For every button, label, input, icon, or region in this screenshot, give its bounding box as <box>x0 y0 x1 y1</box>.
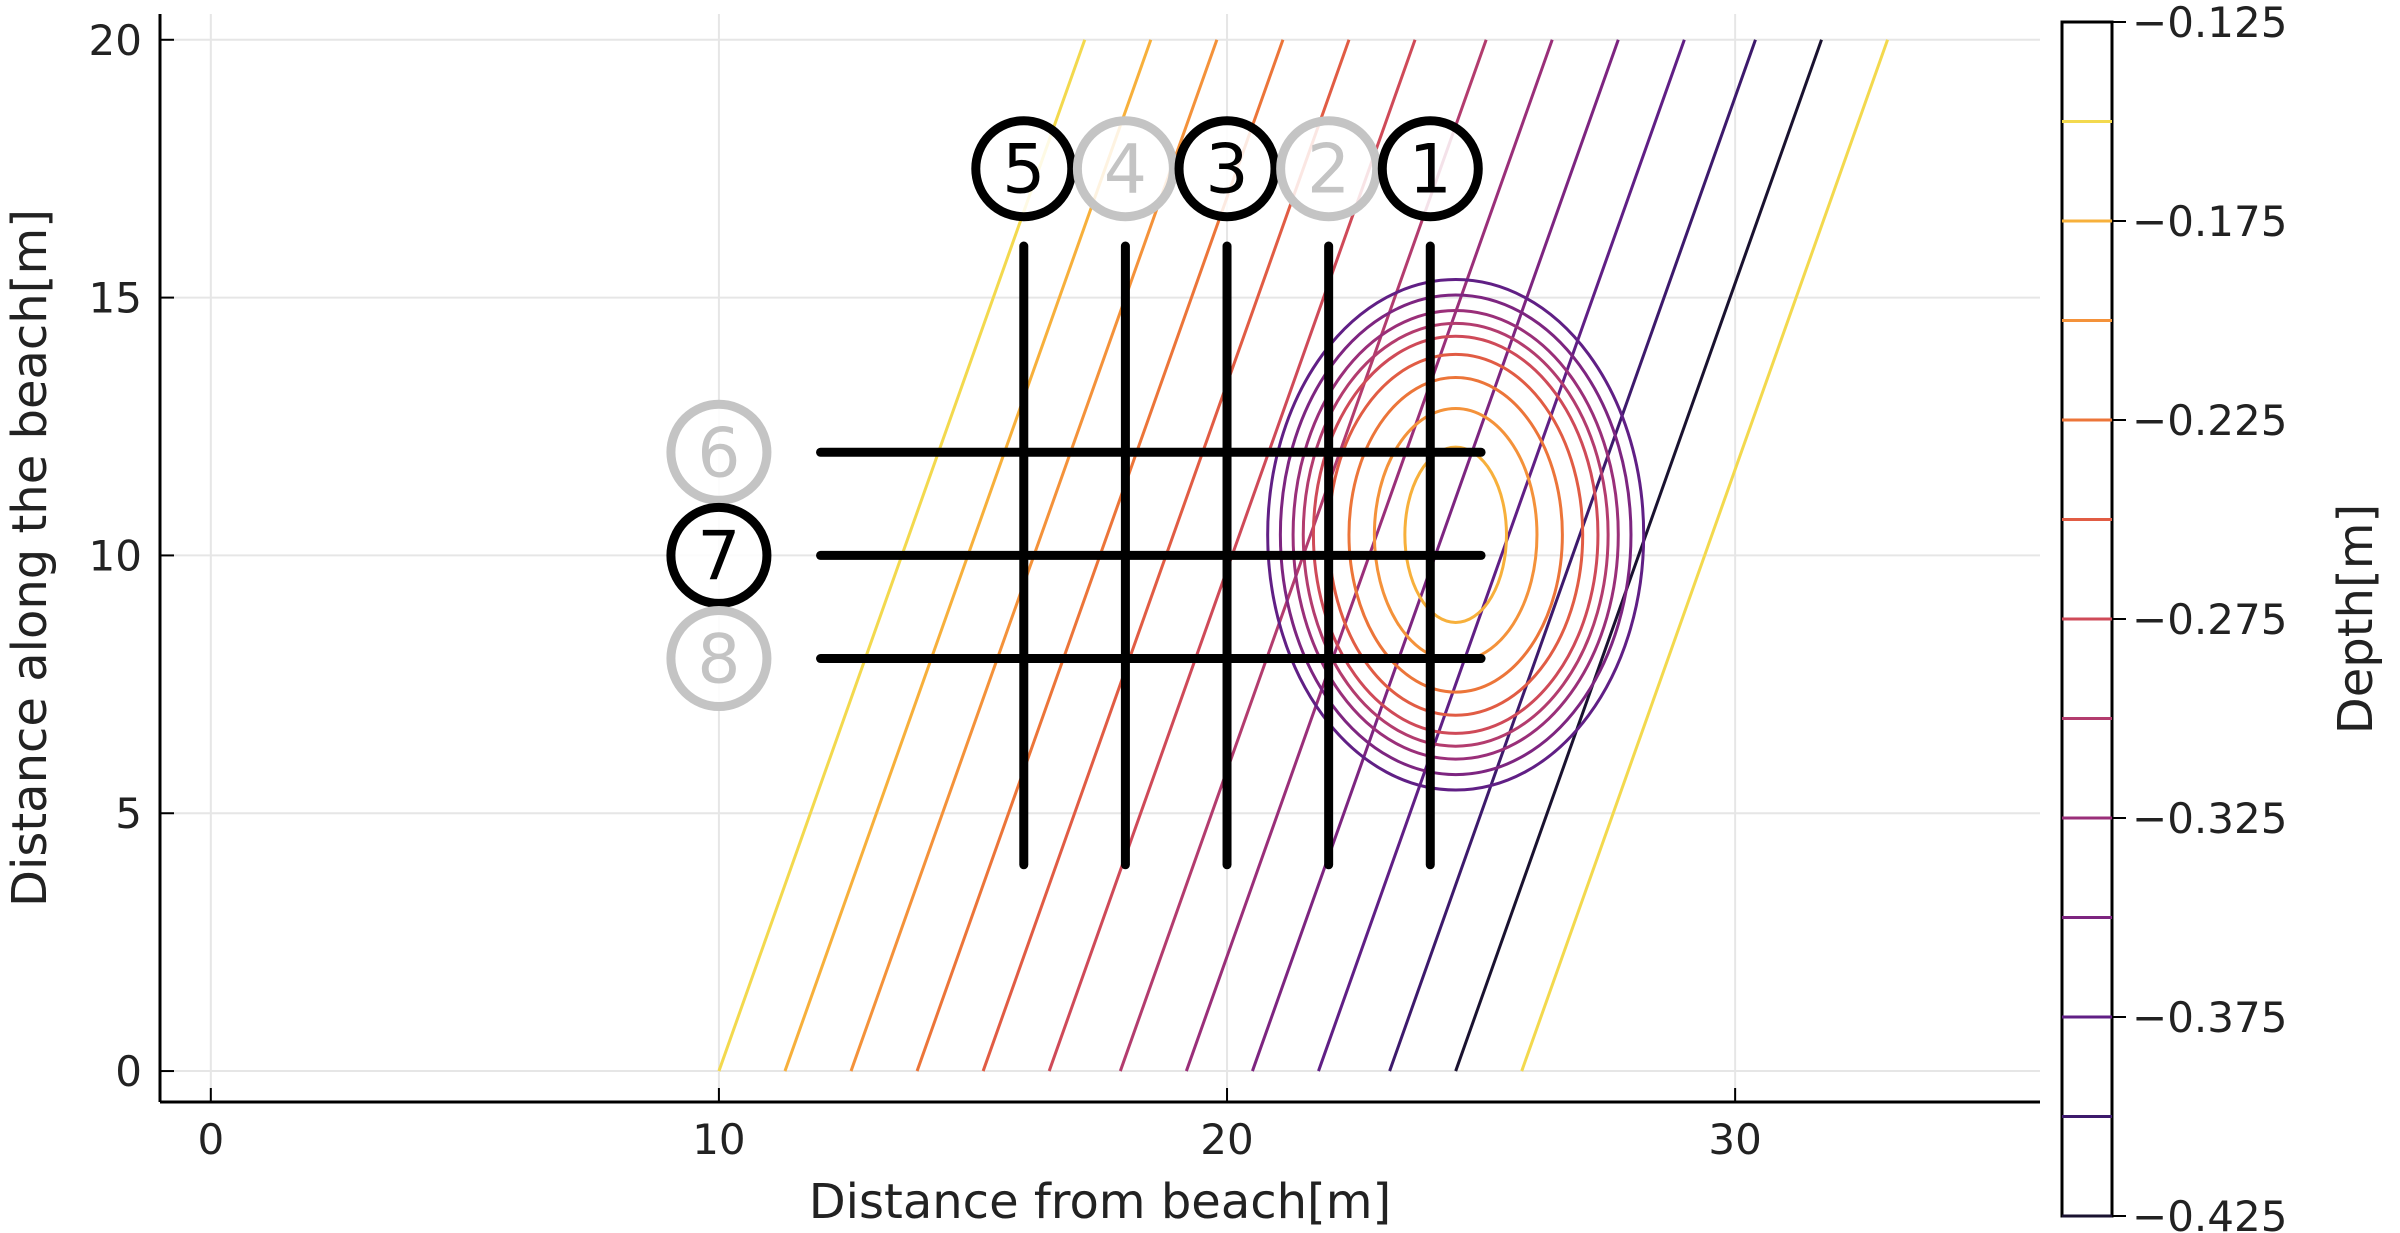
colorbar-tick-label: −0.225 <box>2132 396 2287 445</box>
transect-marker-8 <box>666 606 772 712</box>
colorbar-tick-label: −0.325 <box>2132 794 2287 843</box>
transect-marker-2 <box>1276 116 1382 222</box>
transect-marker-label-5: 5 <box>1002 131 1045 210</box>
transect-marker-label-6: 6 <box>697 414 740 493</box>
transect-marker-5 <box>971 116 1077 222</box>
transect-marker-label-8: 8 <box>697 621 740 700</box>
x-axis-title: Distance from beach[m] <box>809 1174 1392 1230</box>
colorbar-tick-label: −0.175 <box>2132 197 2287 246</box>
mound-contour <box>1347 376 1564 694</box>
y-tick-label: 20 <box>89 16 142 65</box>
transect-marker-label-4: 4 <box>1104 131 1147 210</box>
x-tick-label: 0 <box>197 1115 224 1164</box>
slope-contour <box>1520 39 1889 1072</box>
transect-marker-1 <box>1377 116 1483 222</box>
slope-contour <box>1388 39 1757 1072</box>
mound-contour <box>1403 445 1508 624</box>
transect-marker-6 <box>666 399 772 505</box>
slope-contour <box>1317 39 1686 1072</box>
x-tick-label: 20 <box>1200 1115 1253 1164</box>
colorbar-tick-label: −0.425 <box>2132 1192 2287 1233</box>
x-tick-label: 30 <box>1708 1115 1761 1164</box>
colorbar: −0.125 −0.175 −0.225 −0.275 −0.325 −0.375 −0.4… <box>2060 0 2384 1233</box>
x-tick-label: 10 <box>692 1115 745 1164</box>
transect-marker-4 <box>1072 116 1178 222</box>
transect-labels: 5 4 3 2 1 6 7 8 <box>666 116 1483 712</box>
transect-marker-label-2: 2 <box>1307 131 1350 210</box>
mound-contour <box>1311 334 1600 735</box>
slope-contour <box>1454 39 1823 1072</box>
colorbar-tick-label: −0.275 <box>2132 595 2287 644</box>
mound-contour <box>1291 308 1620 761</box>
transect-lines <box>816 241 1486 870</box>
colorbar-title: Depth[m] <box>2328 504 2384 734</box>
transect-marker-7 <box>666 502 772 608</box>
mound-contour <box>1301 321 1610 748</box>
y-tick-label: 15 <box>89 274 142 323</box>
transect-marker-label-1: 1 <box>1409 131 1452 210</box>
y-tick-label: 5 <box>115 789 142 838</box>
mound-contour <box>1278 293 1633 777</box>
colorbar-tick-label: −0.125 <box>2132 0 2287 47</box>
transect-marker-3 <box>1174 116 1280 222</box>
y-axis-title: Distance along the beach[m] <box>2 209 58 907</box>
transect-marker-label-7: 7 <box>697 517 740 596</box>
y-tick-label: 0 <box>115 1047 142 1096</box>
colorbar-tick-label: −0.375 <box>2132 993 2287 1042</box>
mound-contour <box>1266 278 1646 792</box>
transect-marker-label-3: 3 <box>1205 131 1248 210</box>
y-tick-label: 10 <box>89 531 142 580</box>
